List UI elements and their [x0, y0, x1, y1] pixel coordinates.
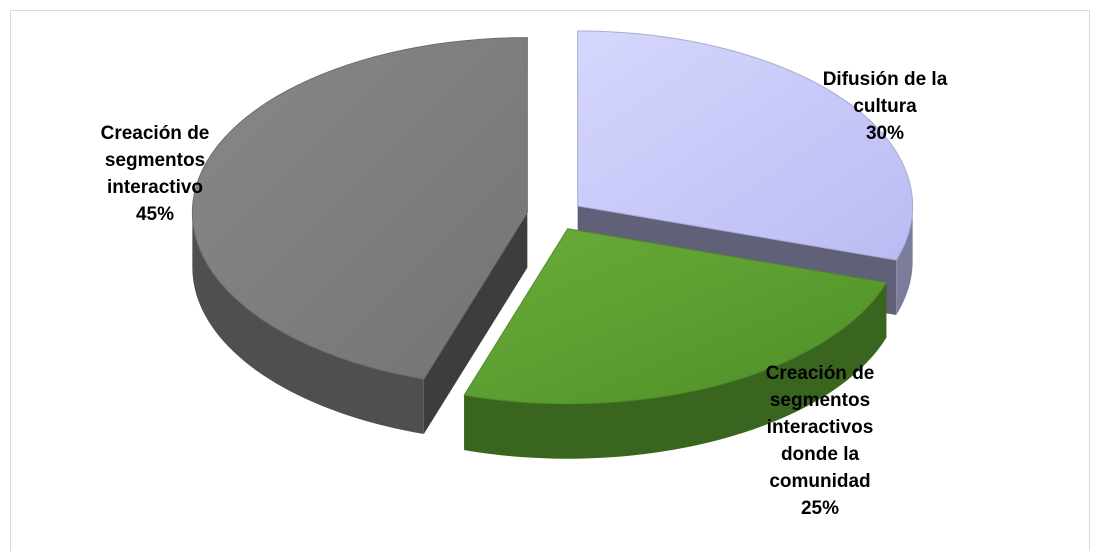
slice-label-line: Creación de	[100, 123, 210, 144]
pie-slice-wall	[423, 212, 528, 435]
slice-label-line: segmentos	[104, 150, 206, 171]
slice-label-line: donde la	[780, 444, 860, 465]
slice-label-creacion-comunidad: Creación de segmentos interactivos donde…	[725, 360, 915, 522]
pie-slice-side	[896, 205, 913, 316]
slice-label-difusion: Difusión de la cultura 30%	[790, 66, 980, 147]
slice-label-line: interactivo	[106, 177, 204, 198]
pie-slice-2	[191, 37, 528, 435]
pie-slice-side	[464, 282, 887, 459]
pie-slice-top	[577, 30, 914, 261]
pie-slice-top	[191, 37, 528, 380]
slice-label-line: interactivos	[766, 417, 874, 438]
pie-slice-1	[463, 228, 888, 459]
slice-percent: 25%	[800, 498, 840, 519]
slice-percent: 30%	[865, 123, 905, 144]
slice-label-line: segmentos	[769, 390, 871, 411]
slice-label-line: cultura	[853, 96, 917, 117]
pie-slice-side	[192, 212, 424, 435]
slice-label-line: Creación de	[765, 363, 875, 384]
slice-label-creacion-interactivo: Creación de segmentos interactivo 45%	[60, 120, 250, 228]
slice-label-line: Difusión de la	[822, 69, 948, 90]
slice-label-line: comunidad	[769, 471, 871, 492]
slice-percent: 45%	[135, 204, 175, 225]
pie-slice-top	[463, 228, 888, 405]
